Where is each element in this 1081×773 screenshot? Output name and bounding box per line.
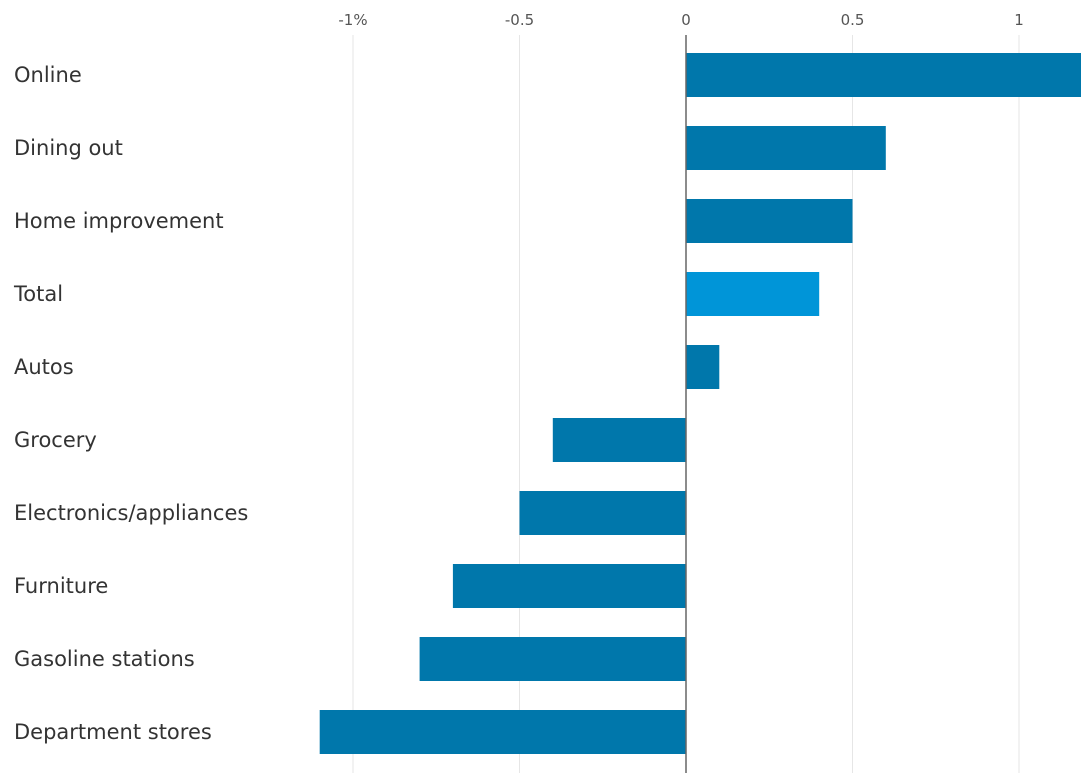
bar	[452, 564, 686, 608]
category-label: Electronics/appliances	[14, 501, 248, 525]
x-tick-label: 1	[1014, 11, 1024, 29]
x-tick-label: -0.5	[505, 11, 534, 29]
category-label: Online	[14, 63, 82, 87]
category-label: Autos	[14, 355, 74, 379]
x-tick-label: -1%	[338, 11, 367, 29]
bar	[419, 637, 686, 681]
bar	[519, 491, 686, 535]
category-label: Gasoline stations	[14, 647, 195, 671]
bars	[319, 53, 1081, 754]
category-label: Total	[13, 282, 63, 306]
category-label: Department stores	[14, 720, 212, 744]
category-labels: Online Dining out Home improvement Total Aut…	[13, 63, 248, 744]
bar	[686, 126, 886, 170]
bar	[319, 710, 686, 754]
category-label: Home improvement	[14, 209, 224, 233]
category-label: Dining out	[14, 136, 123, 160]
x-axis-ticks: -1% -0.5 0 0.5 1	[338, 11, 1023, 29]
x-tick-label: 0.5	[841, 11, 865, 29]
bar	[552, 418, 686, 462]
bar	[686, 272, 820, 316]
category-label: Grocery	[14, 428, 97, 452]
category-label: Furniture	[14, 574, 108, 598]
x-tick-label: 0	[681, 11, 691, 29]
bar	[686, 53, 1081, 97]
bar	[686, 199, 853, 243]
bar	[686, 345, 720, 389]
